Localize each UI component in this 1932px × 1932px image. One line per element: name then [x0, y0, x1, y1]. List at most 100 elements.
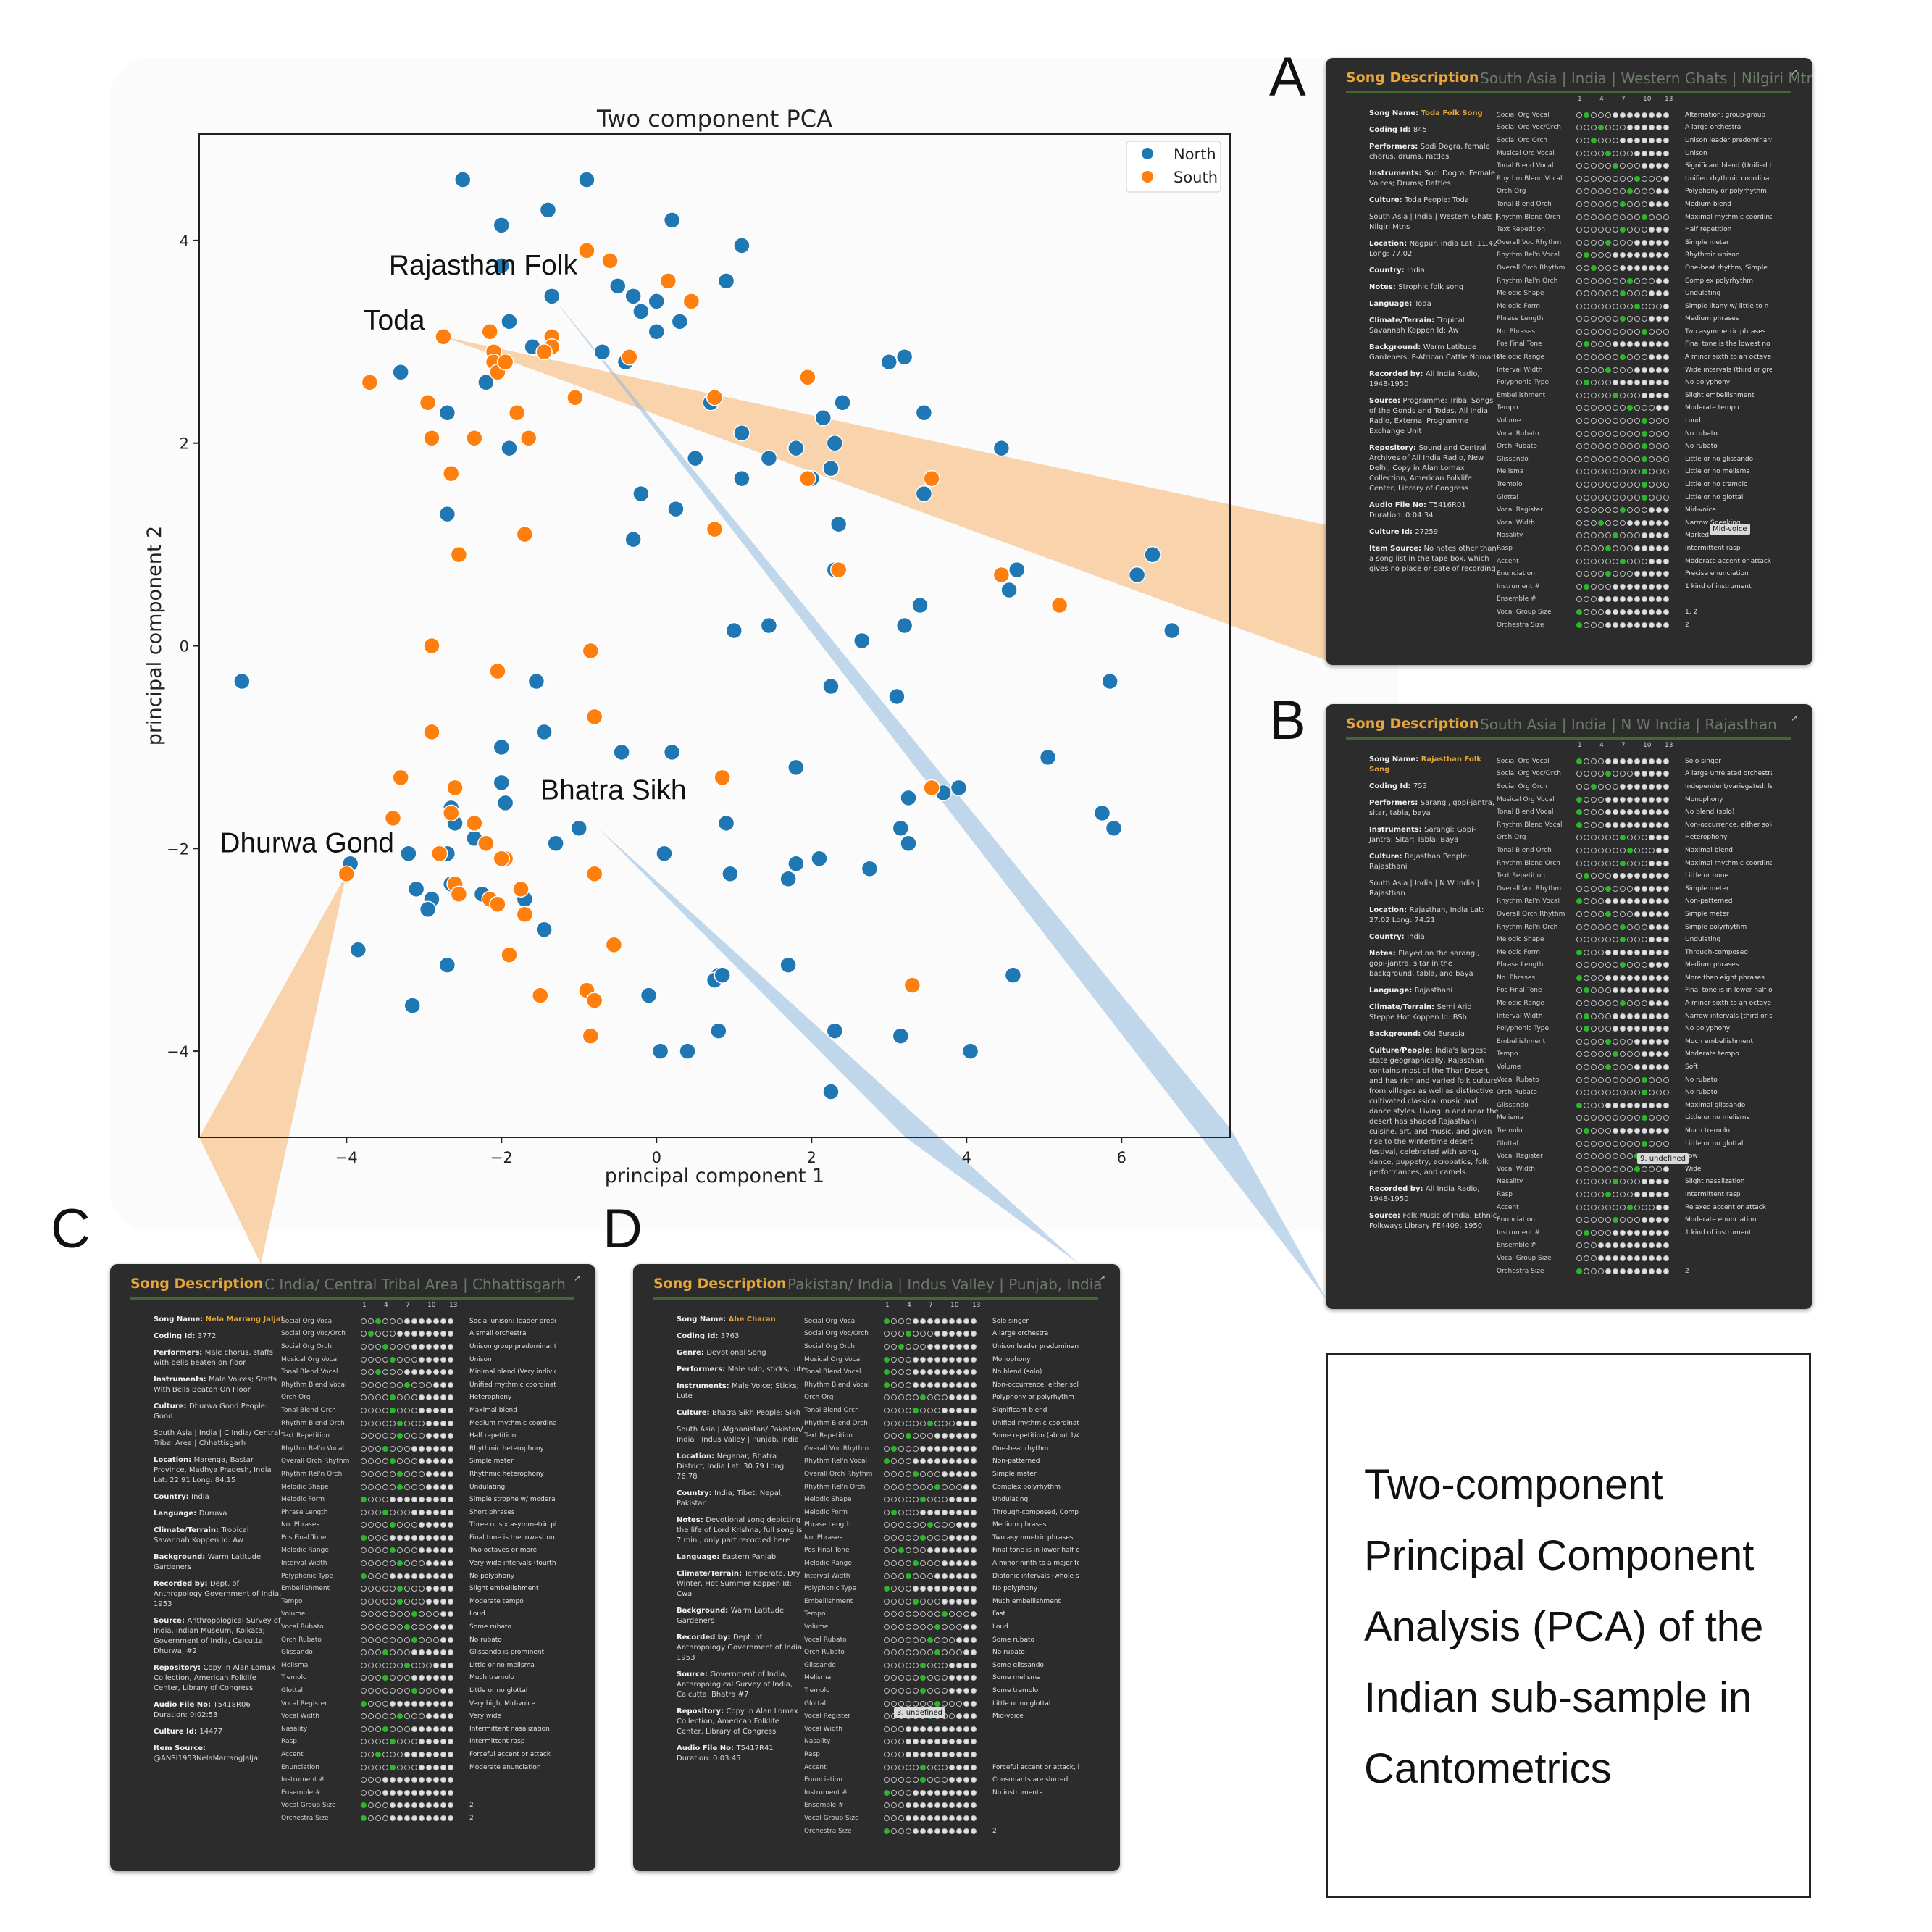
profile-dot[interactable] — [1598, 519, 1604, 526]
profile-dot[interactable] — [1620, 354, 1626, 361]
profile-dot[interactable] — [1591, 227, 1597, 233]
profile-dot[interactable] — [411, 1343, 417, 1350]
profile-dot[interactable] — [1663, 1013, 1669, 1019]
profile-dot[interactable] — [1576, 392, 1582, 398]
profile-dot[interactable] — [956, 1509, 962, 1515]
profile-dot[interactable] — [448, 1688, 453, 1694]
profile-dot[interactable] — [1649, 583, 1655, 590]
profile-dot[interactable] — [1627, 847, 1633, 853]
profile-dot[interactable] — [1598, 227, 1604, 233]
profile-dot[interactable] — [1613, 532, 1618, 539]
profile-dot[interactable] — [963, 1318, 969, 1324]
profile-dot[interactable] — [440, 1318, 446, 1324]
profile-dot[interactable] — [1591, 392, 1597, 398]
profile-dot[interactable] — [1656, 1179, 1662, 1185]
profile-dot[interactable] — [1620, 137, 1626, 143]
profile-dot[interactable] — [1598, 214, 1604, 220]
profile-dot[interactable] — [1634, 1179, 1640, 1185]
profile-dot[interactable] — [361, 1789, 367, 1796]
profile-dot[interactable] — [1620, 847, 1626, 853]
profile-dot[interactable] — [1642, 227, 1647, 233]
profile-dot[interactable] — [1663, 1128, 1669, 1134]
profile-dot[interactable] — [934, 1688, 940, 1694]
profile-dot[interactable] — [390, 1318, 396, 1324]
profile-dot[interactable] — [927, 1407, 933, 1413]
profile-dot[interactable] — [1634, 469, 1640, 475]
profile-dot[interactable] — [913, 1688, 919, 1694]
profile-dot[interactable] — [1663, 758, 1669, 764]
profile-dot[interactable] — [898, 1318, 904, 1324]
profile-dot[interactable] — [1663, 987, 1669, 994]
profile-dot[interactable] — [433, 1700, 439, 1707]
profile-dot[interactable] — [971, 1802, 977, 1809]
profile-dot[interactable] — [927, 1534, 933, 1541]
profile-dot[interactable] — [1663, 252, 1669, 259]
profile-dot[interactable] — [949, 1713, 955, 1720]
profile-dot[interactable] — [1642, 125, 1647, 131]
profile-dot[interactable] — [1605, 771, 1611, 777]
profile-dot[interactable] — [1634, 125, 1640, 131]
profile-dot[interactable] — [1605, 175, 1611, 182]
profile-dot[interactable] — [390, 1445, 396, 1452]
profile-dot[interactable] — [1605, 392, 1611, 398]
profile-dot[interactable] — [440, 1802, 446, 1809]
profile-dot[interactable] — [1634, 962, 1640, 969]
profile-dot[interactable] — [1620, 405, 1626, 411]
profile-dot[interactable] — [1642, 987, 1647, 994]
profile-dot[interactable] — [884, 1318, 890, 1324]
profile-dot[interactable] — [1598, 1090, 1604, 1096]
profile-dot[interactable] — [368, 1381, 374, 1388]
profile-dot[interactable] — [1642, 341, 1647, 348]
profile-dot[interactable] — [397, 1331, 403, 1337]
profile-dot[interactable] — [1627, 1051, 1633, 1058]
profile-dot[interactable] — [448, 1471, 453, 1477]
profile-dot[interactable] — [404, 1611, 410, 1618]
profile-dot[interactable] — [1642, 796, 1647, 803]
profile-dot[interactable] — [419, 1356, 425, 1363]
profile-dot[interactable] — [884, 1445, 890, 1452]
profile-dot[interactable] — [934, 1764, 940, 1770]
profile-dot[interactable] — [1620, 201, 1626, 207]
profile-dot[interactable] — [963, 1547, 969, 1554]
profile-dot[interactable] — [1642, 771, 1647, 777]
profile-dot[interactable] — [971, 1547, 977, 1554]
profile-dot[interactable] — [1634, 290, 1640, 297]
profile-dot[interactable] — [1591, 303, 1597, 309]
profile-dot[interactable] — [1591, 937, 1597, 943]
profile-dot[interactable] — [1656, 1217, 1662, 1224]
profile-dot[interactable] — [1634, 1076, 1640, 1083]
profile-dot[interactable] — [971, 1789, 977, 1796]
profile-dot[interactable] — [942, 1471, 948, 1477]
profile-dot[interactable] — [1634, 796, 1640, 803]
profile-dot[interactable] — [1620, 1204, 1626, 1210]
profile-dot[interactable] — [1576, 924, 1582, 930]
profile-dot[interactable] — [906, 1560, 911, 1567]
profile-dot[interactable] — [956, 1497, 962, 1503]
profile-dot[interactable] — [920, 1688, 926, 1694]
profile-dot[interactable] — [1627, 622, 1633, 628]
profile-dot[interactable] — [1591, 847, 1597, 853]
profile-dot[interactable] — [419, 1636, 425, 1643]
profile-dot[interactable] — [884, 1484, 890, 1490]
profile-dot[interactable] — [1649, 1076, 1655, 1083]
profile-dot[interactable] — [1613, 911, 1618, 917]
profile-dot[interactable] — [1642, 609, 1647, 615]
profile-dot[interactable] — [1576, 974, 1582, 981]
profile-dot[interactable] — [1642, 1038, 1647, 1045]
profile-dot[interactable] — [390, 1420, 396, 1426]
profile-dot[interactable] — [963, 1726, 969, 1732]
profile-dot[interactable] — [433, 1471, 439, 1477]
profile-dot[interactable] — [1620, 783, 1626, 790]
profile-dot[interactable] — [1613, 924, 1618, 930]
profile-dot[interactable] — [1613, 1064, 1618, 1071]
profile-dot[interactable] — [390, 1713, 396, 1720]
profile-dot[interactable] — [1627, 201, 1633, 207]
profile-dot[interactable] — [949, 1509, 955, 1515]
profile-dot[interactable] — [1576, 1166, 1582, 1172]
profile-dot[interactable] — [1663, 1102, 1669, 1108]
profile-dot[interactable] — [433, 1573, 439, 1579]
profile-dot[interactable] — [913, 1649, 919, 1656]
profile-dot[interactable] — [906, 1586, 911, 1592]
profile-dot[interactable] — [1591, 596, 1597, 603]
profile-dot[interactable] — [942, 1662, 948, 1668]
